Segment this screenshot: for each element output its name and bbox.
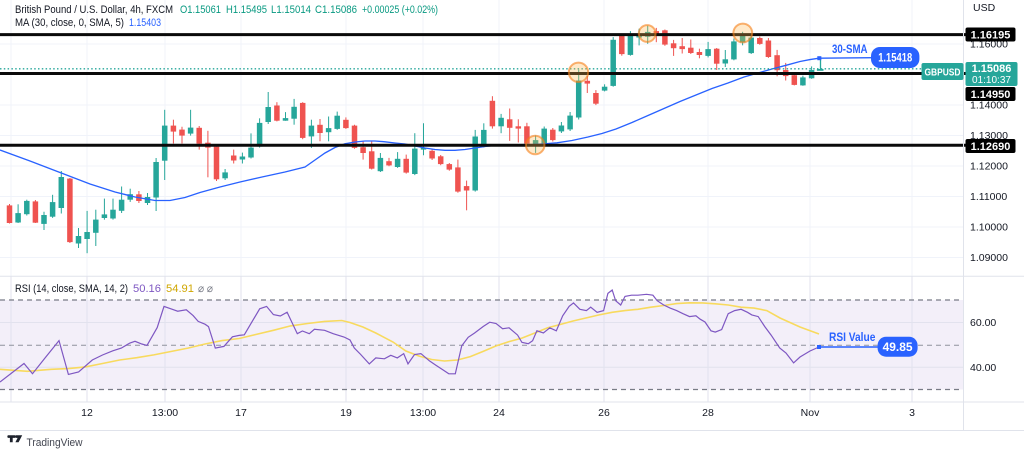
svg-text:49.85: 49.85 — [883, 340, 913, 354]
svg-text:3: 3 — [909, 407, 915, 419]
svg-text:40.00: 40.00 — [970, 362, 996, 374]
svg-text:O1.15061: O1.15061 — [180, 4, 221, 16]
svg-text:13:00: 13:00 — [152, 407, 178, 419]
svg-text:50.16: 50.16 — [133, 283, 161, 295]
svg-text:54.91: 54.91 — [166, 283, 194, 295]
svg-text:26: 26 — [598, 407, 610, 419]
svg-text:28: 28 — [702, 407, 714, 419]
svg-text:17: 17 — [235, 407, 247, 419]
svg-text:USD: USD — [973, 2, 996, 14]
svg-text:1.11000: 1.11000 — [970, 191, 1007, 203]
svg-text:1.15403: 1.15403 — [129, 17, 161, 29]
svg-text:British Pound / U.S. Dollar, 4: British Pound / U.S. Dollar, 4h, FXCM — [15, 4, 173, 16]
svg-text:01:10:37: 01:10:37 — [972, 75, 1011, 86]
svg-text:12: 12 — [81, 407, 93, 419]
svg-text:1.16195: 1.16195 — [971, 29, 1011, 41]
svg-text:H1.15495: H1.15495 — [226, 4, 267, 16]
svg-text:GBPUSD: GBPUSD — [925, 67, 961, 79]
svg-text:L1.15014: L1.15014 — [271, 4, 311, 16]
svg-text:MA (30, close, 0, SMA, 5): MA (30, close, 0, SMA, 5) — [15, 17, 124, 29]
svg-text:1.14000: 1.14000 — [970, 100, 1008, 112]
svg-text:+0.00025 (+0.02%): +0.00025 (+0.02%) — [362, 4, 438, 16]
svg-text:1.15418: 1.15418 — [878, 51, 912, 65]
svg-text:1.14950: 1.14950 — [971, 89, 1011, 101]
svg-text:1.12000: 1.12000 — [970, 161, 1008, 173]
svg-text:60.00: 60.00 — [970, 317, 996, 329]
svg-text:TradingView: TradingView — [27, 437, 83, 449]
svg-text:1.10000: 1.10000 — [970, 222, 1008, 234]
svg-text:RSI (14, close, SMA, 14, 2): RSI (14, close, SMA, 14, 2) — [15, 283, 128, 295]
svg-text:24: 24 — [493, 407, 505, 419]
svg-text:1.09000: 1.09000 — [970, 252, 1008, 264]
svg-text:1.15086: 1.15086 — [972, 63, 1012, 75]
svg-text:19: 19 — [340, 407, 352, 419]
svg-text:30-SMA: 30-SMA — [832, 42, 868, 56]
svg-text:Nov: Nov — [801, 407, 820, 419]
svg-text:1.12690: 1.12690 — [971, 141, 1011, 153]
svg-text:C1.15086: C1.15086 — [315, 4, 357, 16]
svg-text:RSI Value: RSI Value — [829, 330, 876, 344]
svg-text:⌀ ⌀: ⌀ ⌀ — [198, 283, 213, 295]
svg-text:13:00: 13:00 — [410, 407, 436, 419]
